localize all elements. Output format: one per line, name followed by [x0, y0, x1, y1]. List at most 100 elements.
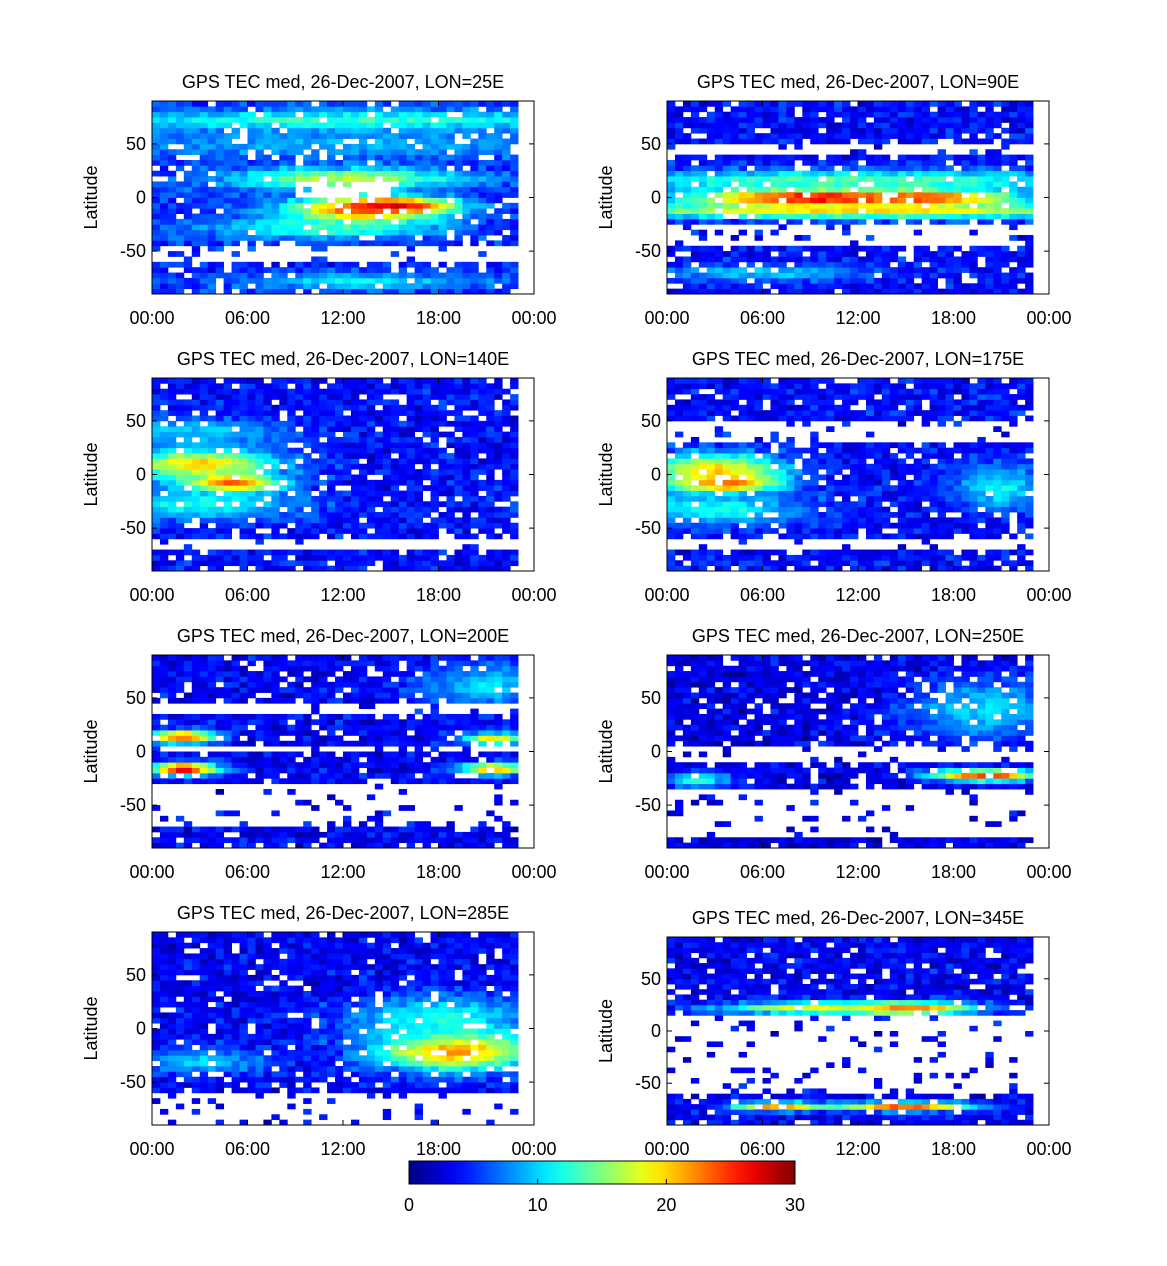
heatmap-cell [343, 197, 352, 204]
heatmap-cell [462, 436, 471, 443]
heatmap-cell [223, 426, 232, 433]
heatmap-cell [430, 404, 439, 411]
heatmap-cell [706, 469, 716, 475]
heatmap-cell [183, 143, 193, 150]
heatmap-cell [842, 415, 851, 422]
heatmap-cell [786, 388, 795, 395]
heatmap-cell [722, 218, 732, 225]
heatmap-cell [382, 277, 392, 284]
heatmap-cell [247, 138, 256, 145]
heatmap-cell [414, 127, 423, 134]
heatmap-cell [167, 447, 177, 454]
heatmap-cell [446, 272, 455, 279]
heatmap-cell [762, 154, 771, 161]
heatmap-cell [913, 554, 923, 561]
heatmap-cell [175, 106, 185, 113]
heatmap-cell [167, 176, 177, 182]
heatmap-cell [667, 447, 676, 454]
heatmap-cell [746, 283, 755, 290]
heatmap-cell [486, 479, 495, 486]
heatmap-cell [446, 224, 455, 231]
heatmap-cell [682, 272, 692, 279]
heatmap-cell [818, 192, 827, 198]
heatmap-cell [167, 213, 177, 220]
heatmap-cell [350, 436, 360, 443]
heatmap-cell [366, 554, 376, 561]
heatmap-cell [327, 111, 336, 118]
heatmap-cell [438, 261, 447, 268]
heatmap-cell [327, 463, 336, 470]
heatmap-cell [231, 554, 240, 561]
heatmap-cell [722, 431, 732, 438]
heatmap-cell [438, 549, 447, 556]
heatmap-cell [786, 495, 795, 502]
heatmap-cell [231, 224, 240, 231]
heatmap-cell [239, 453, 248, 459]
heatmap-cell [690, 170, 700, 177]
heatmap-cell [762, 106, 771, 113]
heatmap-cell [159, 512, 169, 518]
heatmap-cell [993, 213, 1002, 220]
heatmap-cell [706, 410, 716, 416]
heatmap-cell [343, 517, 352, 524]
heatmap-cell [778, 485, 787, 491]
heatmap-cell [223, 394, 232, 400]
heatmap-cell [454, 565, 463, 572]
heatmap-cell [873, 495, 883, 502]
heatmap-cell [706, 122, 716, 129]
heatmap-cell [239, 261, 248, 268]
heatmap-cell [239, 394, 248, 400]
heatmap-cell [913, 176, 923, 182]
heatmap-cell [510, 512, 519, 518]
heatmap-cell [722, 176, 732, 182]
heatmap-cell [865, 261, 875, 268]
heatmap-cell [247, 208, 256, 214]
heatmap-cell [422, 485, 431, 491]
heatmap-cell [985, 181, 994, 188]
heatmap-cell [271, 426, 280, 433]
heatmap-cell [199, 192, 209, 198]
heatmap-cell [510, 378, 519, 384]
heatmap-cell [239, 512, 248, 518]
heatmap-cell [183, 442, 193, 449]
heatmap-cell [858, 501, 867, 508]
heatmap-cell [231, 277, 240, 284]
heatmap-cell [335, 383, 344, 390]
heatmap-cell [311, 442, 320, 449]
heatmap-cell [215, 181, 225, 188]
heatmap-cell [510, 159, 519, 166]
heatmap-cell [961, 208, 970, 214]
heatmap-cell [897, 410, 907, 416]
heatmap-cell [199, 533, 209, 540]
heatmap-cell [786, 517, 795, 524]
heatmap-cell [446, 512, 455, 518]
heatmap-cell [207, 208, 217, 214]
heatmap-cell [929, 154, 938, 161]
heatmap-cell [881, 106, 891, 113]
heatmap-cell [327, 117, 336, 123]
heatmap-cell [183, 458, 193, 465]
heatmap-cell [382, 399, 392, 406]
heatmap-cell [706, 399, 716, 406]
heatmap-cell [335, 138, 344, 145]
heatmap-cell [850, 506, 859, 513]
heatmap-cell [762, 565, 771, 572]
heatmap-cell [438, 127, 447, 134]
heatmap-cell [778, 410, 787, 416]
heatmap-cell [366, 202, 376, 209]
heatmap-cell [873, 106, 883, 113]
heatmap-cell [446, 554, 455, 561]
heatmap-cell [231, 388, 240, 395]
heatmap-cell [255, 186, 264, 193]
heatmap-cell [231, 436, 240, 443]
heatmap-cell [985, 170, 994, 177]
heatmap-cell [502, 202, 511, 209]
heatmap-cell [191, 479, 201, 486]
heatmap-cell [159, 485, 169, 491]
heatmap-cell [430, 517, 439, 524]
heatmap-cell [255, 224, 264, 231]
heatmap-cell [414, 378, 423, 384]
heatmap-cell [454, 208, 463, 214]
heatmap-cell [152, 533, 161, 540]
heatmap-cell [422, 458, 431, 465]
